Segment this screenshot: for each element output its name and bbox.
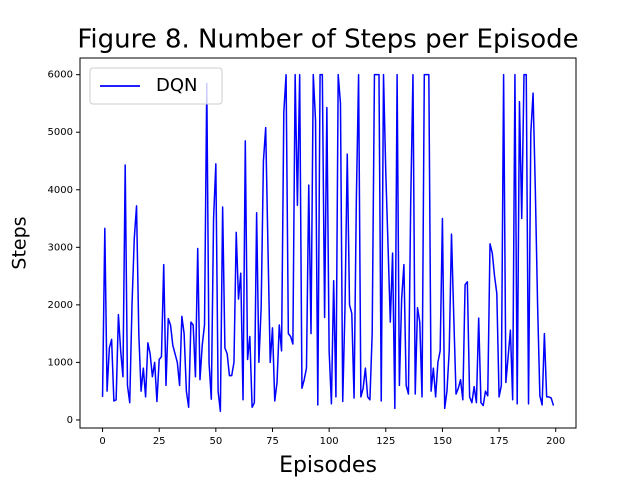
y-tick-label: 1000: [48, 357, 73, 368]
x-tick-label: 150: [433, 436, 452, 447]
y-tick-label: 4000: [48, 185, 73, 196]
legend: DQN: [89, 67, 223, 105]
x-tick-label: 75: [266, 436, 279, 447]
x-tick-label: 25: [153, 436, 166, 447]
y-tick-label: 3000: [48, 242, 73, 253]
x-tick-label: 200: [546, 436, 565, 447]
legend-label: DQN: [156, 75, 198, 96]
x-tick-label: 175: [490, 436, 509, 447]
plot-frame: [79, 57, 577, 429]
x-axis-label: Episodes: [279, 453, 377, 478]
data-line: [101, 73, 555, 413]
x-tick-label: 50: [209, 436, 222, 447]
chart-title: Figure 8. Number of Steps per Episode: [77, 25, 578, 55]
legend-box: [89, 67, 223, 105]
y-axis-label: Steps: [9, 216, 31, 269]
y-tick-label: 5000: [48, 127, 73, 138]
x-tick-label: 100: [320, 436, 339, 447]
y-tick-label: 6000: [48, 70, 73, 81]
y-tick-label: 2000: [48, 300, 73, 311]
y-tick-label: 0: [67, 415, 73, 426]
x-tick-label: 125: [376, 436, 395, 447]
x-tick-label: 0: [99, 436, 105, 447]
